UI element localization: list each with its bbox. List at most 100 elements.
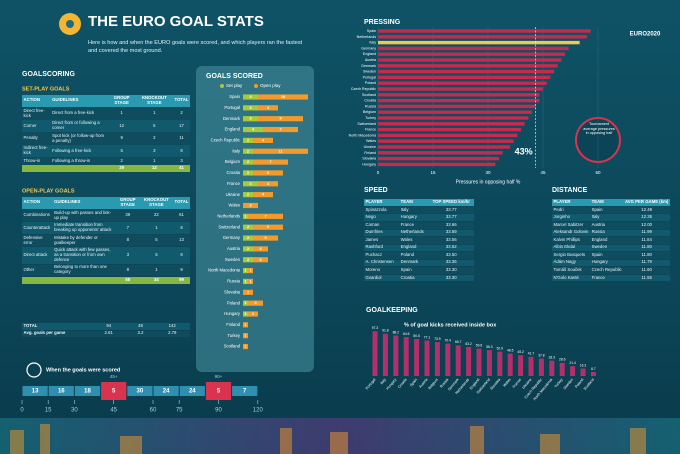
column-header: TOTAL [173, 95, 190, 107]
table-cell: Wales [399, 237, 429, 244]
table-cell: Austria [590, 222, 624, 229]
table-row: Jorginho Italy 12.35 [552, 214, 670, 221]
bar [466, 346, 472, 376]
column-header: PLAYER [364, 199, 400, 206]
table-cell: 9 [173, 264, 190, 277]
table-cell: 65 [115, 277, 140, 284]
value-label: 2 [247, 258, 249, 262]
category-label: Ukraine [521, 378, 532, 390]
table-cell: Immediate transition from breaking up op… [52, 222, 116, 234]
header-row: PLAYER TEAM AVG PER GAME (km) [552, 199, 670, 206]
table-cell: Corner [22, 120, 51, 132]
segment-label: 30 [137, 389, 144, 395]
legend-swatch [220, 84, 224, 88]
logo: EURO2020 [630, 32, 661, 38]
bar [378, 35, 587, 39]
value-label: 37.8 [538, 353, 545, 357]
value-label: 8.7 [591, 367, 596, 371]
category-label: Russia [227, 279, 240, 284]
table-row: Combinations Build-up with passes and lin… [22, 210, 190, 222]
value-label: 3 [249, 182, 251, 186]
bar-segment [258, 181, 278, 187]
category-label: Scotland [224, 344, 241, 349]
timeline-segment [127, 386, 153, 396]
value-label: 77.1 [424, 335, 431, 339]
bar [372, 331, 378, 376]
bar [486, 350, 492, 376]
value-label: 7 [269, 160, 271, 164]
timeline-title: When the goals were scored [46, 367, 120, 373]
value-label: 16.3 [580, 363, 587, 367]
table-cell: 11.80 [623, 252, 670, 259]
table-cell: Puchacz [364, 252, 400, 259]
value-label: 73.9 [434, 337, 441, 341]
column-header: TEAM [590, 199, 624, 206]
column-header: GUIDELINES [50, 95, 108, 107]
section-title: GOALSCORING [22, 71, 75, 78]
value-label: 21.4 [569, 361, 576, 365]
table-cell: 11.80 [623, 245, 670, 252]
table-row: Sergio Busquets Spain 11.80 [552, 252, 670, 259]
value-label: 1 [244, 301, 246, 305]
bar [378, 104, 536, 109]
table-cell: Build-up with passes and link-up play [52, 210, 116, 222]
category-label: Croatia [227, 170, 241, 175]
value-label: 2 [247, 193, 249, 197]
chart-title: GOALS SCORED [206, 73, 263, 80]
table-cell: Tomáš Souček [552, 267, 591, 274]
value-label: 3 [249, 117, 251, 121]
bar-segment [243, 192, 253, 198]
value-label: 3 [254, 301, 256, 305]
table-row: Avg. goals per game 2.61 3.2 2.79 [22, 331, 190, 338]
bar [497, 351, 503, 376]
category-label: Slovakia [224, 289, 240, 294]
category-label: France [365, 128, 376, 132]
table-cell: Coman [364, 222, 400, 229]
table-cell: Gvardiol [364, 275, 400, 282]
table-row: Corner Direct from or following a corner 1… [22, 120, 190, 132]
bar [590, 371, 596, 376]
value-label: 2 [247, 247, 249, 251]
bar-segment [243, 94, 258, 100]
bar-segment [243, 257, 253, 263]
bar-segment [248, 213, 283, 219]
category-label: Wales [366, 139, 376, 143]
value-label: 7 [264, 214, 266, 218]
value-label: 28.6 [559, 358, 566, 362]
table-cell: 5 [107, 145, 136, 157]
tick-label: 30 [71, 408, 78, 414]
bar [476, 348, 482, 376]
ball-patch [66, 20, 74, 28]
table-cell: 12.49 [623, 207, 670, 214]
table-cell: 33.36 [428, 260, 474, 267]
table-cell: 33.59 [428, 230, 474, 237]
table-cell: Netherlands [399, 230, 429, 237]
value-label: 4 [252, 128, 255, 132]
value-label: 2 [252, 312, 254, 316]
table-cell: 2 [173, 107, 190, 120]
category-label: Turkey [554, 378, 564, 389]
category-label: Germany [223, 235, 241, 240]
x-tick-label: 15 [430, 170, 436, 175]
header-row: PLAYER TEAM TOP SPEED km/hr [364, 199, 474, 206]
column-header: TEAM [399, 199, 429, 206]
section-title: GOALKEEPING [366, 307, 418, 314]
timeline-segment [232, 386, 258, 396]
category-label: Netherlands [217, 213, 240, 218]
category-label: Hungary [224, 311, 241, 316]
table-cell: Russia [590, 230, 624, 237]
table-cell: Spot kick (or follow-up from a penalty) [50, 133, 108, 145]
bar [378, 75, 551, 80]
bar [378, 29, 591, 33]
bar-segment [253, 224, 283, 230]
table-cell: N'Golo Kanté [552, 275, 591, 282]
table-title: SET-PLAY GOALS [22, 86, 70, 92]
category-label: Finland [226, 322, 240, 327]
table-row: N'Golo Kanté France 11.55 [552, 275, 670, 282]
table-cell: Direct attack [22, 247, 53, 264]
timeline-segment [74, 386, 101, 396]
table-cell: Nego [364, 214, 400, 221]
value-label: 1 [244, 323, 246, 327]
value-label: 3 [249, 95, 251, 99]
table-row: Spinazzola Italy 33.77 [364, 207, 474, 214]
